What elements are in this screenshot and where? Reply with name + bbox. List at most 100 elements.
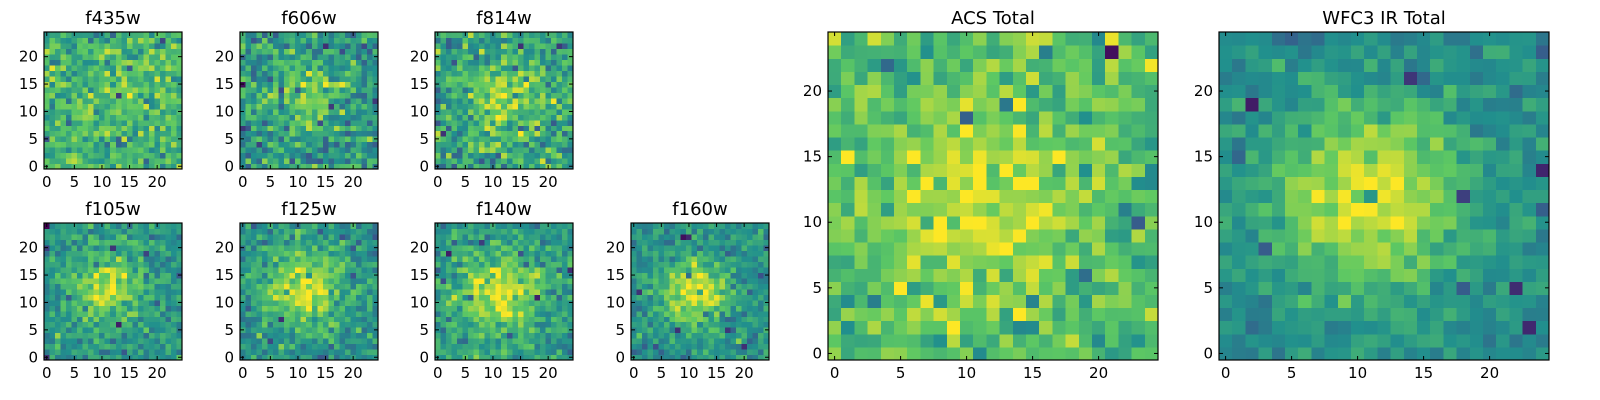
heatmap-cell — [1078, 241, 1093, 256]
heatmap-cell — [741, 294, 748, 301]
heatmap-cell — [490, 119, 497, 126]
heatmap-cell — [77, 81, 84, 88]
heatmap-cell — [121, 244, 128, 251]
heatmap-cell — [99, 119, 106, 126]
heatmap-cell — [920, 176, 935, 191]
heatmap-cell — [143, 255, 150, 262]
heatmap-cell — [132, 81, 139, 88]
heatmap-cell — [545, 136, 552, 143]
heatmap-cell — [273, 32, 280, 39]
heatmap-cell — [104, 114, 111, 121]
heatmap-cell — [77, 338, 84, 345]
heatmap-cell — [339, 272, 346, 279]
heatmap-cell — [451, 114, 458, 121]
heatmap-cell — [746, 261, 754, 268]
heatmap-cell — [675, 316, 682, 323]
heatmap-cell — [675, 305, 682, 312]
heatmap-cell — [479, 147, 486, 154]
heatmap-cell — [143, 239, 150, 246]
heatmap-cell — [143, 141, 150, 148]
heatmap-cell — [735, 239, 742, 246]
heatmap-cell — [435, 277, 442, 284]
heatmap-cell — [165, 250, 172, 257]
heatmap-cell — [495, 37, 502, 44]
heatmap-cell — [143, 299, 150, 306]
heatmap-cell — [473, 272, 480, 279]
heatmap-cell — [104, 48, 111, 55]
heatmap-cell — [539, 86, 546, 93]
heatmap-cell — [741, 272, 748, 279]
heatmap-cell — [986, 202, 1001, 217]
heatmap-cell — [501, 277, 508, 284]
heatmap-cell — [306, 266, 313, 273]
heatmap-cell — [311, 125, 318, 132]
heatmap-cell — [104, 272, 111, 279]
heatmap-cell — [854, 255, 869, 269]
heatmap-cell — [686, 255, 693, 262]
heatmap-cell — [528, 125, 535, 132]
heatmap-cell — [675, 283, 682, 290]
heatmap-cell — [642, 310, 649, 317]
heatmap-cell — [88, 152, 95, 159]
heatmap-cell — [44, 152, 51, 159]
heatmap-cell — [333, 70, 340, 77]
heatmap-cell — [176, 261, 183, 268]
heatmap-cell — [154, 141, 161, 148]
heatmap-cell — [1026, 307, 1040, 322]
heatmap-cell — [148, 261, 155, 268]
heatmap-cell — [273, 255, 280, 262]
heatmap-cell — [77, 294, 84, 301]
heatmap-cell — [148, 37, 155, 44]
heatmap-cell — [451, 53, 458, 60]
heatmap-cell — [1012, 202, 1027, 217]
y-tick-label: 5 — [28, 321, 38, 339]
heatmap-cell — [44, 294, 51, 301]
heatmap-cell — [165, 152, 172, 159]
heatmap-cell — [675, 349, 682, 356]
heatmap-cell — [333, 343, 340, 350]
heatmap-cell — [746, 338, 754, 345]
heatmap-cell — [561, 233, 569, 241]
heatmap-cell — [457, 103, 464, 110]
heatmap-cell — [973, 333, 987, 348]
heatmap-cell — [71, 283, 78, 290]
heatmap-cell — [88, 86, 95, 93]
heatmap-cell — [550, 48, 558, 55]
heatmap-cell — [60, 343, 67, 350]
heatmap-cell — [55, 228, 62, 235]
heatmap-cell — [251, 294, 258, 301]
heatmap-cell — [49, 349, 56, 356]
heatmap-cell — [154, 92, 161, 99]
heatmap-cell — [339, 53, 346, 60]
heatmap-cell — [366, 233, 374, 241]
heatmap-cell — [165, 283, 172, 290]
heatmap-cell — [121, 125, 128, 132]
heatmap-cell — [143, 228, 150, 235]
heatmap-cell — [512, 136, 519, 143]
heatmap-cell — [289, 97, 296, 104]
heatmap-cell — [484, 158, 491, 165]
heatmap-cell — [273, 59, 280, 66]
heatmap-cell — [479, 130, 486, 137]
heatmap-cell — [719, 239, 726, 246]
heatmap-cell — [631, 261, 638, 268]
heatmap-cell — [306, 97, 313, 104]
heatmap-cell — [49, 343, 56, 350]
heatmap-cell — [267, 81, 274, 88]
heatmap-cell — [697, 343, 704, 350]
heatmap-cell — [479, 42, 486, 50]
heatmap-cell — [278, 338, 285, 345]
heatmap-cell — [148, 349, 155, 356]
heatmap-cell — [1105, 268, 1119, 282]
heatmap-cell — [757, 321, 765, 328]
heatmap-cell — [752, 250, 759, 257]
heatmap-cell — [121, 233, 128, 241]
heatmap-cell — [435, 288, 442, 295]
heatmap-cell — [539, 136, 546, 143]
heatmap-cell — [828, 294, 842, 309]
heatmap-cell — [300, 266, 307, 273]
heatmap-cell — [446, 119, 453, 126]
heatmap-cell — [311, 158, 318, 165]
heatmap-cell — [93, 332, 100, 339]
heatmap-cell — [468, 299, 475, 306]
